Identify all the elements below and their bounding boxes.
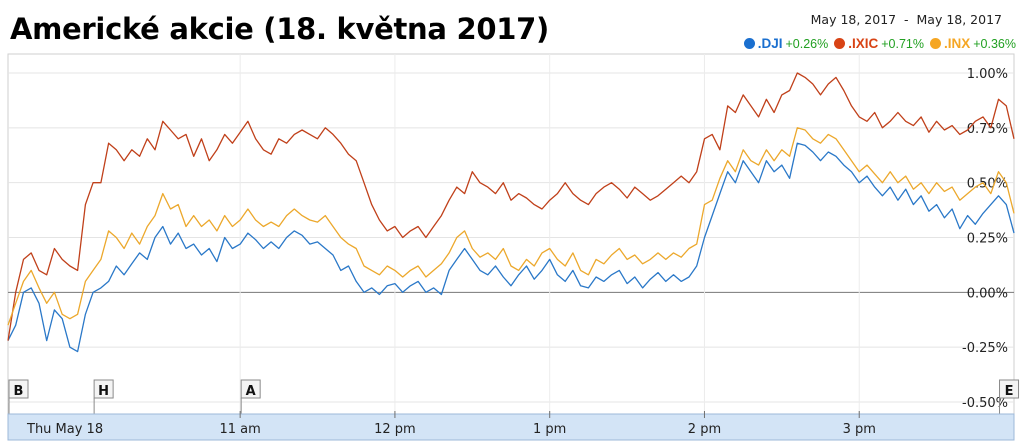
y-tick-label: 0.75% [967, 122, 1008, 137]
series-line-inx [7, 127, 1015, 326]
marker-flag [999, 379, 1020, 399]
marker-label: E [1005, 384, 1014, 399]
marker-flag [93, 379, 114, 399]
y-tick-label: 1.00% [967, 67, 1008, 82]
legend-symbol: .DJI [757, 36, 783, 51]
plot-frame [7, 53, 1015, 415]
legend-item-inx[interactable]: .INX +0.36% [929, 36, 1016, 51]
y-tick-label: 0.25% [967, 232, 1008, 247]
x-tick-label: 3 pm [843, 422, 876, 437]
legend-item-ixic[interactable]: .IXIC +0.71% [834, 36, 924, 51]
x-tick-label: 1 pm [533, 422, 566, 437]
x-tick-label: 2 pm [688, 422, 721, 437]
y-tick-label: -0.50% [962, 396, 1008, 411]
y-tick-label: 0.00% [967, 286, 1008, 301]
series-line-dji [7, 142, 1015, 353]
series-line-ixic [7, 72, 1015, 341]
chart-title: Americké akcie (18. května 2017) [10, 12, 549, 46]
marker-label: B [14, 384, 24, 399]
legend-change: +0.36% [973, 36, 1016, 51]
legend-dot-icon [834, 38, 846, 49]
legend-dot-icon [743, 38, 755, 49]
legend-dot-icon [929, 38, 941, 49]
legend-item-dji[interactable]: .DJI +0.26% [743, 36, 829, 51]
x-axis-band [7, 413, 1015, 441]
legend-symbol: .INX [943, 36, 971, 51]
y-tick-label: -0.25% [962, 341, 1008, 356]
marker-label: A [246, 384, 256, 399]
date-range: May 18, 2017 - May 18, 2017 [810, 12, 1002, 27]
legend: .DJI +0.26% .IXIC +0.71% .INX +0.36% [743, 36, 1016, 51]
marker-flag [240, 379, 261, 399]
y-tick-label: 0.50% [967, 177, 1008, 192]
x-tick-label: 12 pm [374, 422, 416, 437]
marker-flag [8, 379, 29, 399]
x-tick-label: Thu May 18 [26, 422, 103, 437]
legend-symbol: .IXIC [848, 36, 879, 51]
x-tick-label: 11 am [219, 422, 260, 437]
legend-change: +0.71% [881, 36, 924, 51]
legend-change: +0.26% [785, 36, 829, 51]
marker-label: H [98, 384, 109, 399]
